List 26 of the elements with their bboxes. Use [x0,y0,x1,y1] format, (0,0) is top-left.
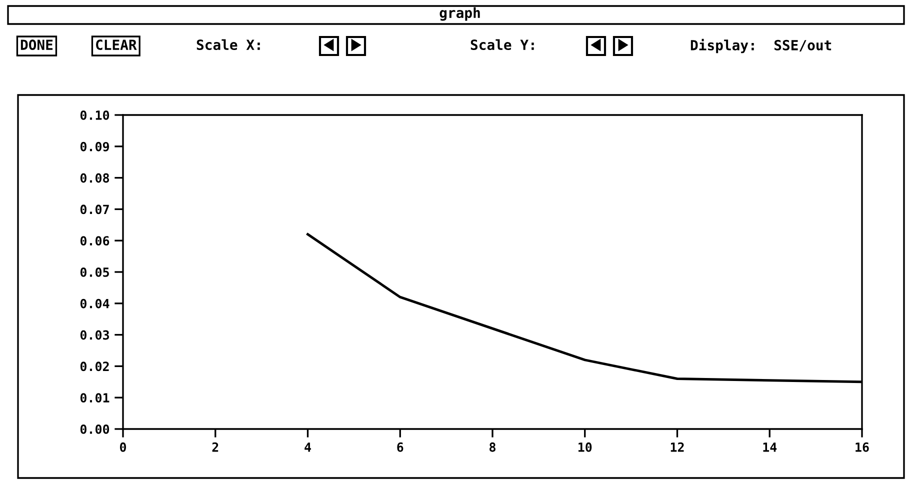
x-tick-label: 6 [397,442,404,452]
y-tick-label: 0.07 [80,204,109,214]
x-tick-label: 4 [304,442,311,452]
y-tick-label: 0.02 [80,362,109,372]
y-tick-label: 0.10 [80,110,110,120]
text: CLEAR [96,40,137,50]
x-tick-label: 10 [578,442,592,452]
y-tick-label: 0.08 [80,173,110,183]
y-tick-label: 0.03 [80,330,109,340]
x-tick-label: 8 [490,442,496,452]
x-tick-label: 2 [212,442,218,452]
y-tick-label: 0.01 [80,393,110,403]
text: DONE [20,40,53,50]
x-tick-label: 0 [120,442,126,452]
y-tick-label: 0.04 [80,298,110,308]
x-tick-label: 16 [856,442,869,452]
text: Scale X: [196,39,260,50]
y-tick-label: 0.06 [80,236,110,246]
y-tick-label: 0.09 [80,142,110,152]
y-tick-label: 0.05 [80,267,109,277]
text: Display: SSE/out [690,38,832,54]
chart-title: graph [440,7,480,21]
text: Scale Y: [470,39,534,50]
x-tick-label: 12 [670,442,684,452]
x-tick-label: 14 [763,442,777,452]
y-tick-label: 0.00 [80,424,110,434]
